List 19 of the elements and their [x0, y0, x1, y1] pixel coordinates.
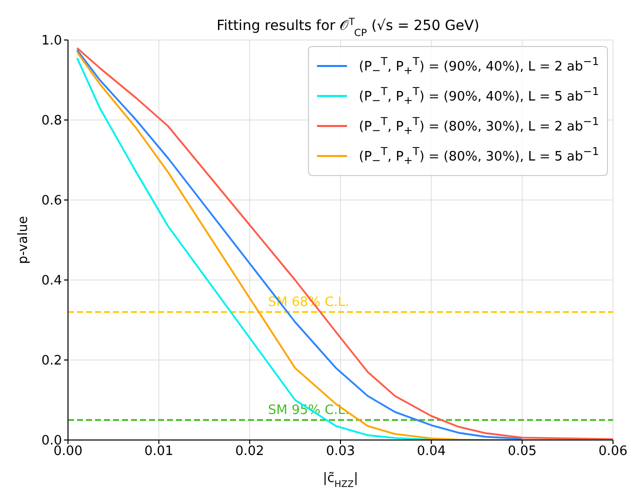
x-tick-label: 0.05 [508, 444, 537, 460]
y-tick-label: 0.6 [41, 194, 62, 209]
y-axis-title: p-value [16, 216, 31, 264]
y-tick-label: 0.8 [41, 114, 62, 129]
y-tick-label: 1.0 [41, 34, 62, 49]
chart-title: Fitting results for 𝒪$^{T}$$_{CP}$ (√s = 250 GeV) [216, 16, 480, 38]
line-series [76, 49, 524, 440]
y-tick-label: 0.4 [41, 274, 62, 289]
x-tick-label: 0.06 [598, 444, 628, 460]
legend-label: (P$_{−}$$^{T}$, P$_{+}$$^{T}$) = (90%, 40%), L = 5 ab$^{−1}$ [358, 85, 599, 107]
x-tick-label: 0.01 [144, 444, 174, 460]
x-axis-title: |c̃$_{HZZ}$| [322, 471, 358, 490]
x-tick-label: 0.02 [235, 444, 264, 460]
legend-label: (P$_{−}$$^{T}$, P$_{+}$$^{T}$) = (90%, 40%), L = 2 ab$^{−1}$ [358, 55, 599, 77]
legend-label: (P$_{−}$$^{T}$, P$_{+}$$^{T}$) = (80%, 30%), L = 2 ab$^{−1}$ [358, 115, 599, 137]
x-tick-label: 0.04 [416, 444, 446, 460]
legend-label: (P$_{−}$$^{T}$, P$_{+}$$^{T}$) = (80%, 30%), L = 5 ab$^{−1}$ [358, 145, 599, 167]
x-tick-label: 0.03 [326, 444, 355, 460]
y-tick-label: 0.2 [41, 354, 62, 369]
